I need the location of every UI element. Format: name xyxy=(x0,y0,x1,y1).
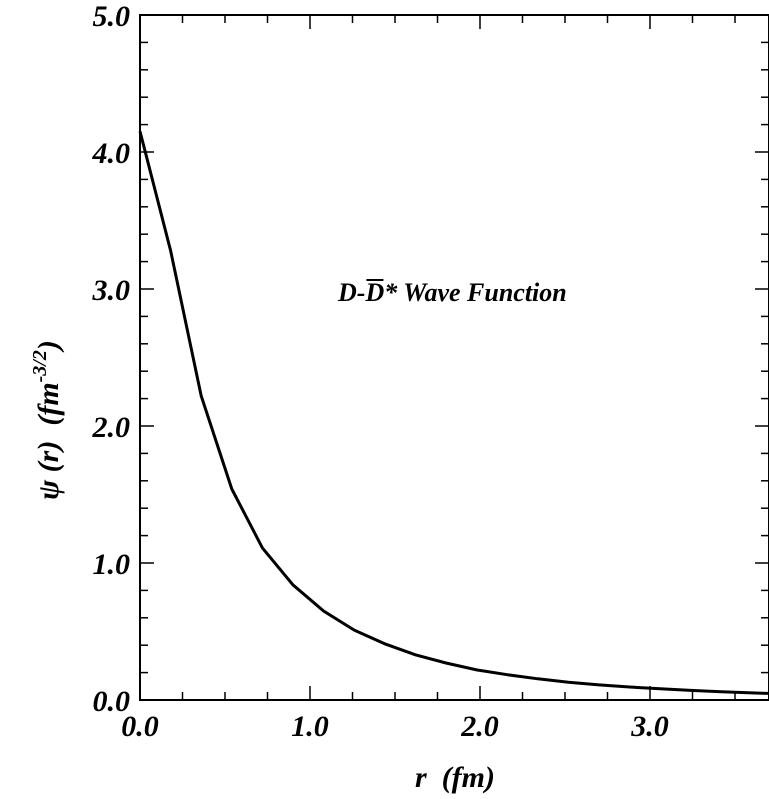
x-axis-label: r (fm) xyxy=(415,761,495,794)
y-axis-label-main: ψ (r) (fm xyxy=(32,382,65,500)
axis-tick-labels: 0.0 1.0 2.0 3.0 0.0 1.0 2.0 3.0 4.0 5.0 xyxy=(92,0,669,743)
y-tick-label: 3.0 xyxy=(92,274,131,307)
y-tick-label: 1.0 xyxy=(93,548,131,581)
y-tick-label: 5.0 xyxy=(93,0,131,33)
y-axis-label: ψ (r) (fm-3/2) xyxy=(29,340,65,500)
x-tick-label: 1.0 xyxy=(291,710,329,743)
annotation-overbar-letter: D xyxy=(364,278,384,307)
y-axis-label-close: ) xyxy=(32,340,65,353)
annotation: D-D* Wave Function xyxy=(337,278,567,307)
y-tick-label: 4.0 xyxy=(92,137,131,170)
y-tick-label: 0.0 xyxy=(93,685,131,718)
y-axis-label-superscript: -3/2 xyxy=(29,350,51,382)
x-tick-label: 3.0 xyxy=(630,710,669,743)
annotation-suffix: * Wave Function xyxy=(384,278,567,307)
plot-frame xyxy=(139,14,769,701)
y-tick-label: 2.0 xyxy=(92,411,131,444)
wave-function-curve xyxy=(138,131,769,695)
svg-text:D-D* Wave Function: D-D* Wave Function xyxy=(337,278,567,307)
x-tick-label: 2.0 xyxy=(460,710,499,743)
x-tick-label: 0.0 xyxy=(121,710,159,743)
axis-ticks xyxy=(139,14,769,701)
annotation-prefix: D- xyxy=(337,278,365,307)
